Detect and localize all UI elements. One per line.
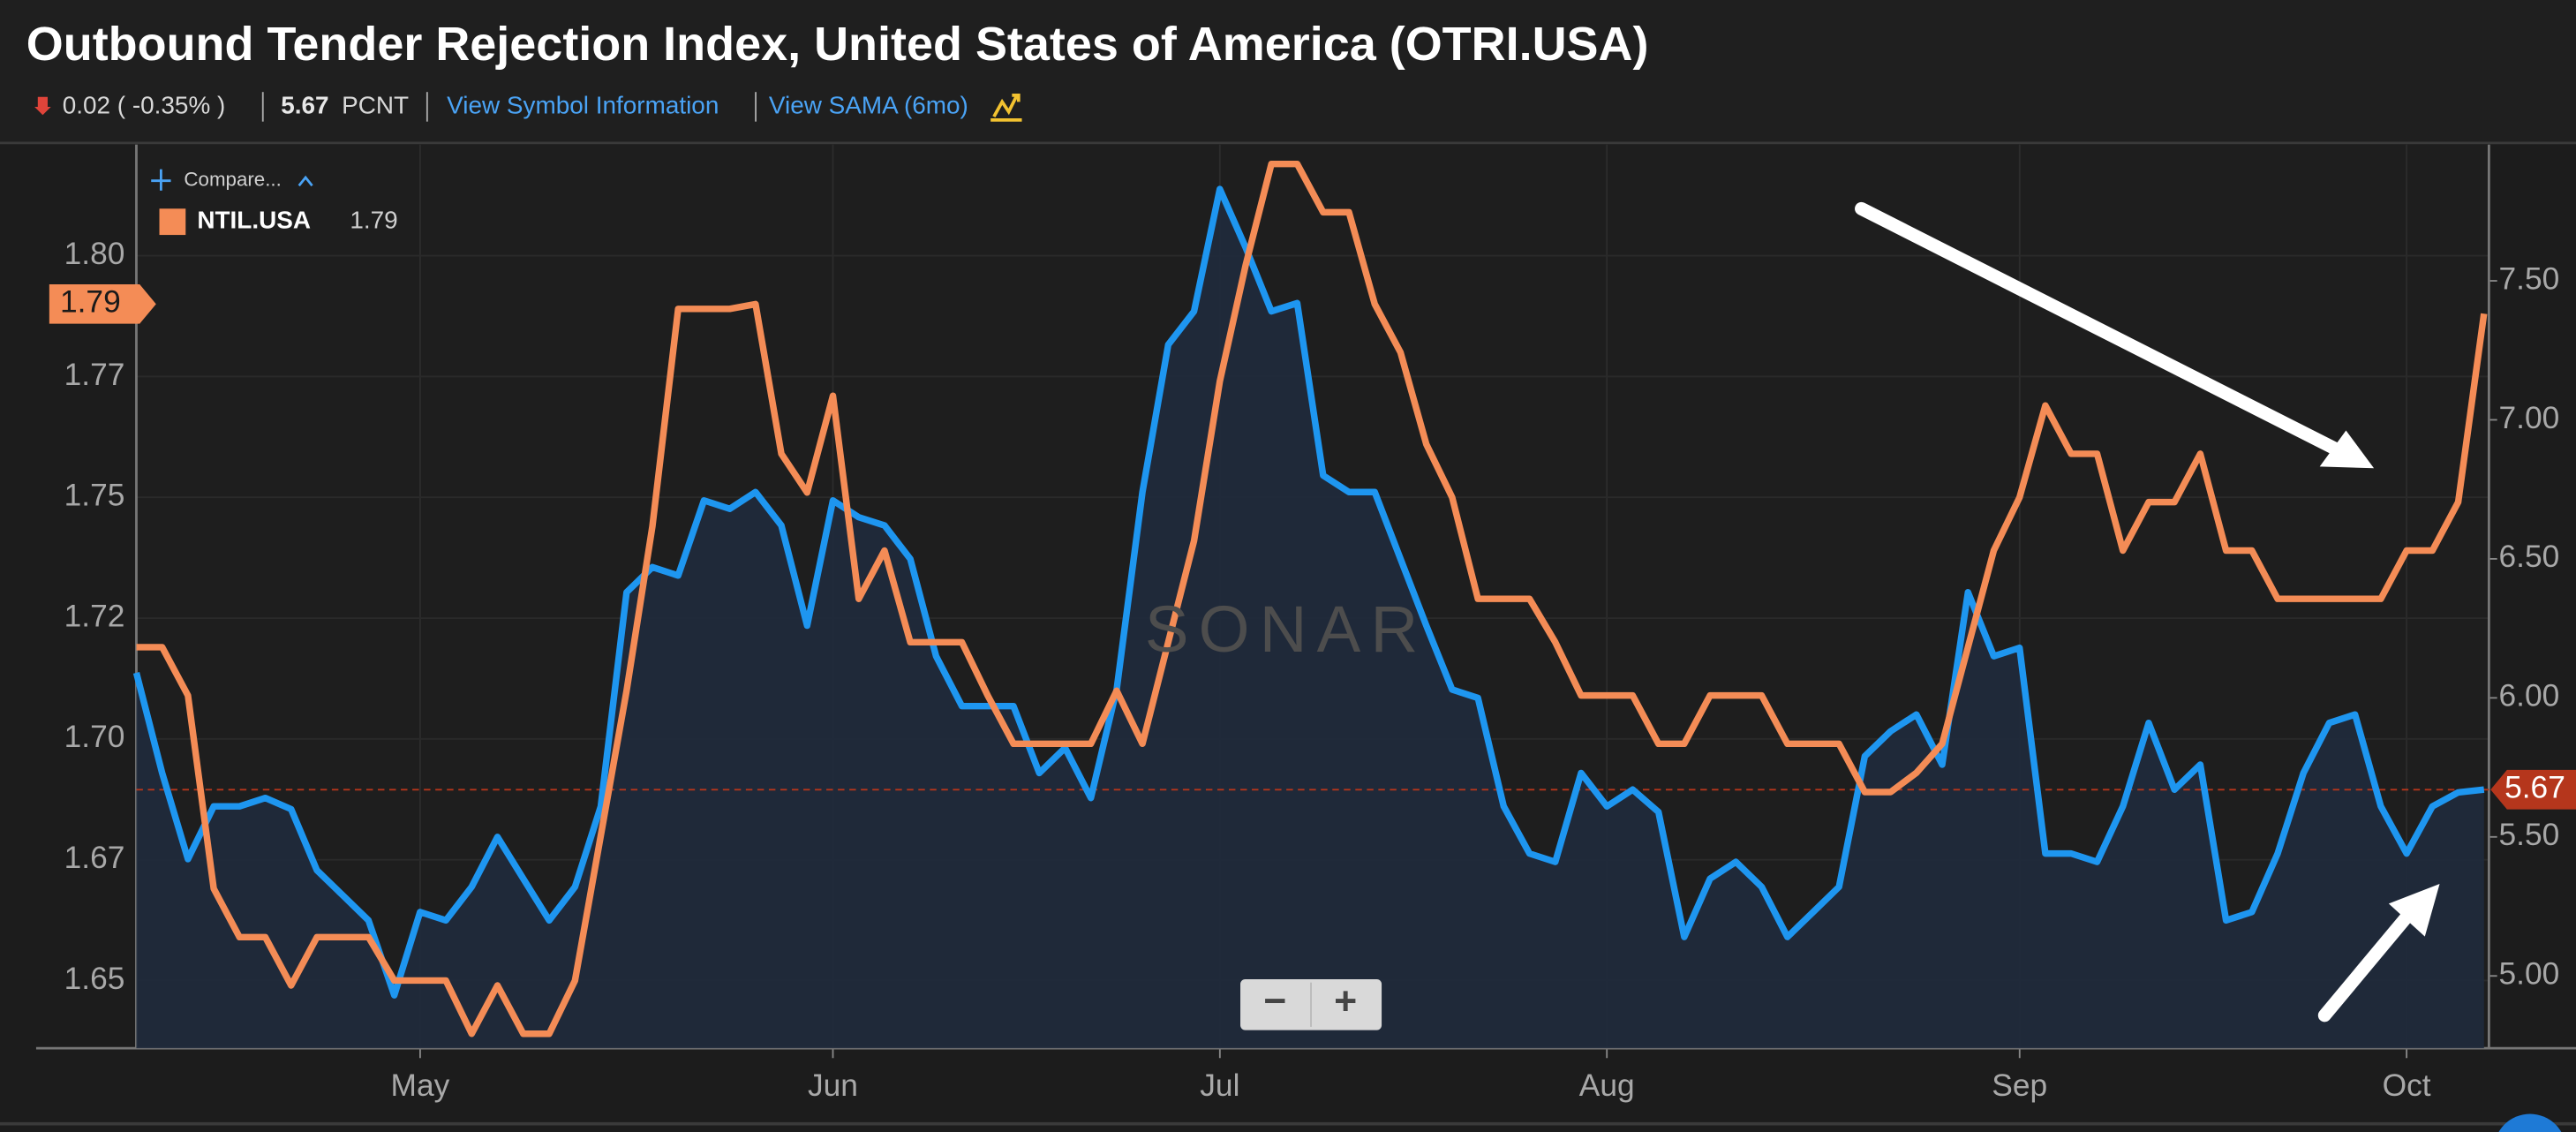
help-button[interactable] (2494, 1113, 2566, 1132)
sama-link[interactable]: View SAMA (6mo) (769, 91, 968, 118)
current-value: 5.67 (281, 91, 328, 118)
y2-tick-label: 6.00 (2499, 679, 2560, 713)
x-tick-label: Jun (808, 1068, 858, 1103)
latest-tag (49, 284, 156, 324)
plot-area: May Jun Jul Aug Sep Oct 1.65 1.67 1.70 1.72 1.75 1.… (35, 144, 2576, 1103)
collapse-icon[interactable] (298, 175, 313, 187)
watermark: SONAR (1145, 592, 1428, 666)
compare-button[interactable]: Compare... (184, 169, 281, 191)
legend-label: NTIL.USA (197, 207, 311, 234)
y2-tick-label: 6.50 (2499, 540, 2560, 574)
sama-icon[interactable] (990, 94, 1022, 122)
symbol-info-link[interactable]: View Symbol Information (447, 91, 719, 118)
zoom-in-button[interactable]: + (1334, 980, 1357, 1023)
x-tick-label: Sep (1992, 1068, 2047, 1103)
y-tick-label: 1.65 (64, 962, 125, 996)
legend-value: 1.79 (350, 207, 397, 234)
y-tick-label: 1.70 (64, 720, 125, 754)
header-background (0, 0, 2576, 143)
x-tick-label: Oct (2383, 1068, 2431, 1103)
annotation-arrow (1855, 201, 2361, 465)
y2-tick-label: 5.50 (2499, 818, 2560, 852)
y-tick-label: 1.67 (64, 841, 125, 875)
annotation-arrow (2317, 900, 2422, 1023)
zoom-out-button[interactable]: − (1263, 980, 1286, 1023)
y2-tick-label: 5.00 (2499, 957, 2560, 992)
x-tick-label: Jul (1200, 1068, 1239, 1103)
latest-tag-label: 5.67 (2504, 771, 2565, 805)
latest-tag-label: 1.79 (60, 285, 121, 320)
annotation-arrowhead (2319, 430, 2375, 469)
x-tick-label: May (391, 1068, 450, 1103)
annotation-arrowhead (2388, 884, 2440, 937)
y2-tick-label: 7.00 (2499, 401, 2560, 435)
chart-title: Outbound Tender Rejection Index, United … (26, 18, 1649, 71)
x-tick-label: Aug (1579, 1068, 1635, 1103)
y-tick-label: 1.77 (64, 358, 125, 392)
price-change: 0.02 ( -0.35% ) (63, 91, 226, 118)
series-line (136, 160, 2488, 1038)
down-arrow-icon (34, 96, 51, 116)
y2-tick-label: 7.50 (2499, 261, 2560, 296)
y-tick-label: 1.80 (64, 237, 125, 271)
latest-tag (2490, 769, 2576, 810)
series-line (132, 185, 2485, 999)
y-tick-label: 1.75 (64, 479, 125, 513)
unit: PCNT (342, 91, 409, 118)
legend-swatch (159, 208, 186, 236)
area-fill (136, 189, 2484, 1049)
y-tick-label: 1.72 (64, 599, 125, 633)
